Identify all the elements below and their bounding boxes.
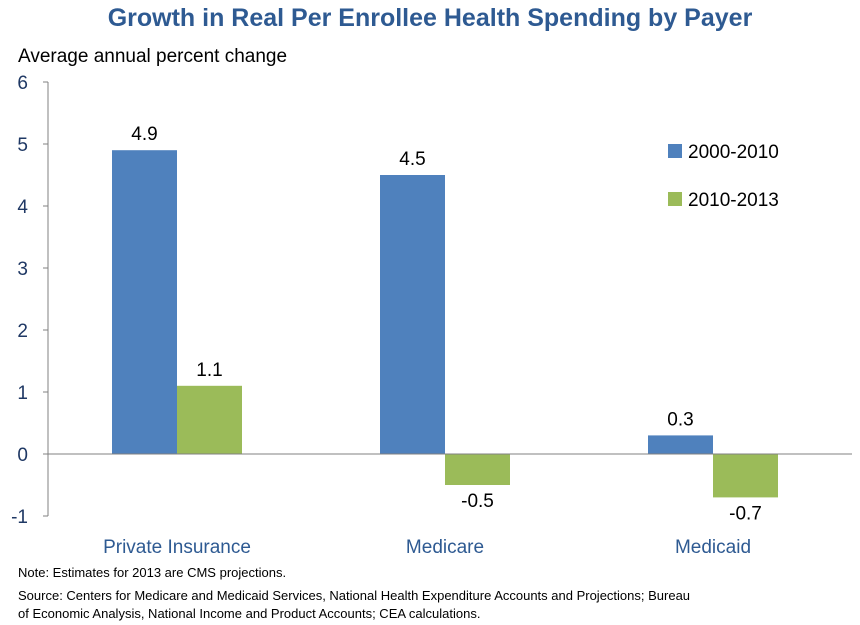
legend-swatch [668, 192, 682, 206]
data-label: 0.3 [667, 409, 693, 430]
chart-source-line-2: of Economic Analysis, National Income an… [18, 606, 481, 621]
y-tick-label: -1 [11, 507, 28, 528]
bar-chart: -1 0 1 2 3 4 5 6 4.9 1.1 Private Insurance 4.5 -0.5 M… [11, 73, 852, 558]
data-label: -0.7 [729, 503, 762, 524]
x-tick-label: Medicare [406, 537, 484, 558]
chart-note: Note: Estimates for 2013 are CMS project… [18, 565, 287, 580]
legend-label: 2010-2013 [688, 190, 779, 211]
bar-2010-2013 [177, 385, 242, 454]
y-tick-label: 5 [17, 135, 28, 156]
legend-label: 2000-2010 [688, 142, 779, 163]
y-tick-label: 6 [17, 73, 28, 94]
data-label: -0.5 [461, 491, 494, 512]
y-axis-label: Average annual percent change [18, 46, 288, 67]
bar-2010-2013 [713, 454, 778, 498]
y-tick-label: 3 [17, 259, 28, 280]
y-tick-label: 0 [17, 445, 28, 466]
x-tick-label: Medicaid [675, 537, 751, 558]
y-tick-label: 1 [17, 383, 28, 404]
bar-2010-2013 [445, 454, 510, 485]
y-tick-label: 2 [17, 321, 28, 342]
chart-source-line-1: Source: Centers for Medicare and Medicai… [18, 588, 691, 603]
x-tick-label: Private Insurance [103, 537, 251, 558]
bar-2000-2010 [648, 435, 713, 454]
bar-2000-2010 [112, 150, 177, 454]
data-label: 4.5 [399, 149, 425, 170]
chart-title: Growth in Real Per Enrollee Health Spend… [107, 4, 753, 32]
legend-swatch [668, 144, 682, 158]
data-label: 4.9 [131, 124, 157, 145]
y-tick-label: 4 [17, 197, 28, 218]
data-label: 1.1 [196, 360, 222, 381]
bar-2000-2010 [380, 175, 445, 454]
